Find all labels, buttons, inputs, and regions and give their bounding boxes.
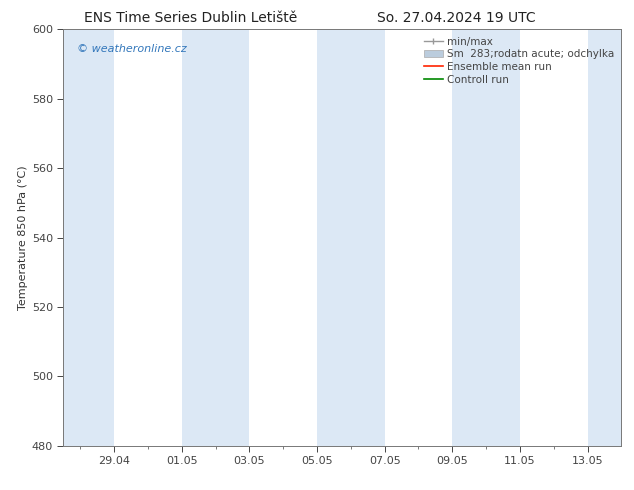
Text: ENS Time Series Dublin Letiště: ENS Time Series Dublin Letiště: [84, 11, 297, 25]
Bar: [317, 29, 385, 446]
Bar: [588, 29, 621, 446]
Y-axis label: Temperature 850 hPa (°C): Temperature 850 hPa (°C): [18, 165, 27, 310]
Bar: [182, 29, 249, 446]
Bar: [452, 29, 520, 446]
Bar: [63, 29, 114, 446]
Text: © weatheronline.cz: © weatheronline.cz: [77, 44, 187, 54]
Text: So. 27.04.2024 19 UTC: So. 27.04.2024 19 UTC: [377, 11, 536, 25]
Legend: min/max, Sm  283;rodatn acute; odchylka, Ensemble mean run, Controll run: min/max, Sm 283;rodatn acute; odchylka, …: [422, 35, 616, 87]
